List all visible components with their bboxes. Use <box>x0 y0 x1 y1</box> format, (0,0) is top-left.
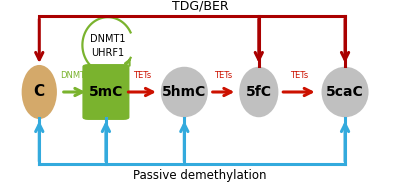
Text: 5caC: 5caC <box>326 85 364 99</box>
Ellipse shape <box>239 67 278 117</box>
Text: TETs: TETs <box>290 71 308 80</box>
Text: TDG/BER: TDG/BER <box>172 0 228 13</box>
Ellipse shape <box>22 65 57 119</box>
FancyBboxPatch shape <box>82 64 130 120</box>
Text: DNMT1: DNMT1 <box>90 34 126 44</box>
Text: 5fC: 5fC <box>246 85 272 99</box>
Text: Passive demethylation: Passive demethylation <box>133 169 267 182</box>
Text: TETs: TETs <box>214 71 233 80</box>
Text: 5mC: 5mC <box>89 85 123 99</box>
Text: TETs: TETs <box>133 71 151 80</box>
Text: 5hmC: 5hmC <box>162 85 206 99</box>
Ellipse shape <box>161 67 208 117</box>
Ellipse shape <box>322 67 368 117</box>
Text: DNMTs: DNMTs <box>60 71 89 80</box>
Text: UHRF1: UHRF1 <box>91 48 124 58</box>
Text: C: C <box>34 84 45 100</box>
